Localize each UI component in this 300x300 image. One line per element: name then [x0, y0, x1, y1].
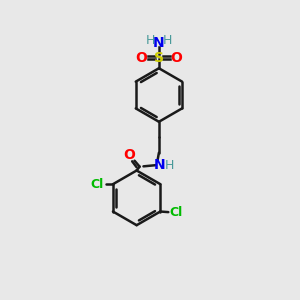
- Text: O: O: [123, 148, 135, 162]
- Text: O: O: [135, 51, 147, 65]
- Text: Cl: Cl: [170, 206, 183, 219]
- Text: Cl: Cl: [91, 178, 104, 191]
- Text: H: H: [163, 34, 172, 47]
- Text: N: N: [152, 36, 164, 50]
- Text: O: O: [170, 51, 182, 65]
- Text: H: H: [165, 159, 174, 172]
- Text: N: N: [154, 158, 165, 172]
- Text: S: S: [154, 51, 164, 65]
- Text: H: H: [145, 34, 155, 47]
